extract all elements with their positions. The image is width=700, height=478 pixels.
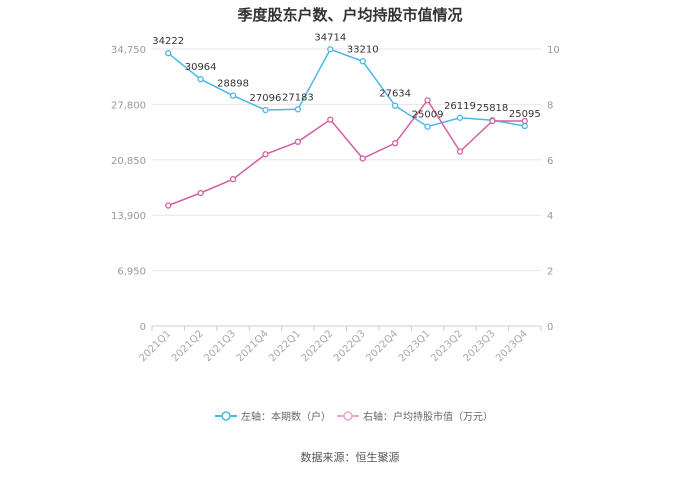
data-label: 26119 — [444, 101, 476, 112]
data-point — [229, 176, 237, 183]
x-tick-label: 2021Q4 — [235, 328, 271, 364]
x-tick-label: 2021Q3 — [202, 328, 238, 364]
left-axis: 0 6,950 13,900 20,850 27,800 34,750 — [111, 45, 146, 333]
data-point — [294, 138, 302, 145]
data-point — [391, 102, 399, 109]
data-point — [456, 148, 464, 155]
left-tick-label: 0 — [140, 322, 146, 333]
data-point — [229, 92, 237, 99]
legend-marker-value — [343, 411, 353, 421]
data-point — [197, 189, 204, 197]
legend-item-value[interactable]: 右轴：户均持股市值（万元） — [337, 410, 493, 423]
data-point — [262, 151, 269, 158]
data-label: 27096 — [250, 93, 282, 104]
x-tick-label: 2022Q3 — [332, 328, 368, 364]
right-tick-label: 10 — [547, 45, 560, 56]
data-point — [165, 202, 172, 209]
data-point — [359, 58, 366, 65]
data-label: 28898 — [217, 79, 249, 90]
x-tick-label: 2022Q4 — [364, 328, 400, 364]
data-point — [327, 46, 334, 53]
data-label: 27183 — [282, 92, 314, 103]
data-label: 25095 — [509, 109, 541, 120]
data-label: 30964 — [185, 62, 217, 73]
left-tick-label: 13,900 — [111, 211, 146, 222]
series-line-1 — [167, 98, 525, 207]
x-tick-label: 2023Q1 — [397, 328, 433, 364]
legend[interactable]: 左轴：本期数（户） 右轴：户均持股市值（万元） — [215, 410, 493, 423]
chart-title: 季度股东户数、户均持股市值情况 — [237, 6, 462, 24]
left-tick-label: 20,850 — [111, 156, 146, 167]
data-point — [294, 106, 302, 113]
data-label: 25009 — [412, 110, 444, 121]
legend-item-households[interactable]: 左轴：本期数（户） — [215, 410, 331, 423]
right-tick-label: 0 — [547, 322, 553, 333]
data-point — [489, 117, 496, 125]
data-point — [262, 106, 269, 114]
data-point — [391, 140, 399, 147]
left-tick-label: 34,750 — [111, 45, 146, 56]
data-point — [359, 155, 366, 162]
data-point — [424, 97, 431, 104]
right-tick-label: 4 — [547, 211, 553, 222]
data-label: 34714 — [314, 32, 346, 43]
x-tick-label: 2022Q2 — [300, 328, 336, 364]
data-label: 27634 — [379, 89, 411, 100]
x-tick-label: 2021Q1 — [137, 328, 173, 364]
x-axis: 2021Q12021Q22021Q32021Q42022Q12022Q22022… — [137, 326, 542, 364]
right-tick-label: 2 — [547, 267, 553, 278]
grid — [152, 48, 541, 327]
left-tick-label: 6,950 — [117, 267, 146, 278]
legend-marker-households — [221, 411, 231, 421]
x-tick-label: 2023Q4 — [494, 328, 530, 364]
x-tick-label: 2021Q2 — [170, 328, 206, 364]
right-tick-label: 8 — [547, 100, 553, 111]
data-point — [165, 50, 172, 57]
x-tick-label: 2022Q1 — [267, 328, 303, 364]
series-layer — [165, 46, 528, 209]
right-tick-label: 6 — [547, 156, 553, 167]
data-point — [327, 116, 334, 123]
series-line-0 — [167, 48, 525, 128]
data-point — [521, 122, 528, 130]
right-axis: 0 2 4 6 8 10 — [547, 45, 560, 333]
data-point — [424, 123, 431, 130]
source-note: 数据来源：恒生聚源 — [301, 450, 400, 464]
left-tick-label: 27,800 — [111, 100, 146, 111]
data-point — [456, 114, 464, 121]
data-point — [521, 117, 528, 125]
data-label: 34222 — [152, 36, 184, 47]
legend-label-households: 左轴：本期数（户） — [241, 410, 331, 423]
x-tick-label: 2023Q3 — [462, 328, 498, 364]
data-label: 25818 — [476, 103, 508, 114]
legend-label-value: 右轴：户均持股市值（万元） — [363, 410, 493, 423]
data-label: 33210 — [347, 44, 379, 55]
x-tick-label: 2023Q2 — [429, 328, 465, 364]
data-point — [197, 76, 204, 83]
